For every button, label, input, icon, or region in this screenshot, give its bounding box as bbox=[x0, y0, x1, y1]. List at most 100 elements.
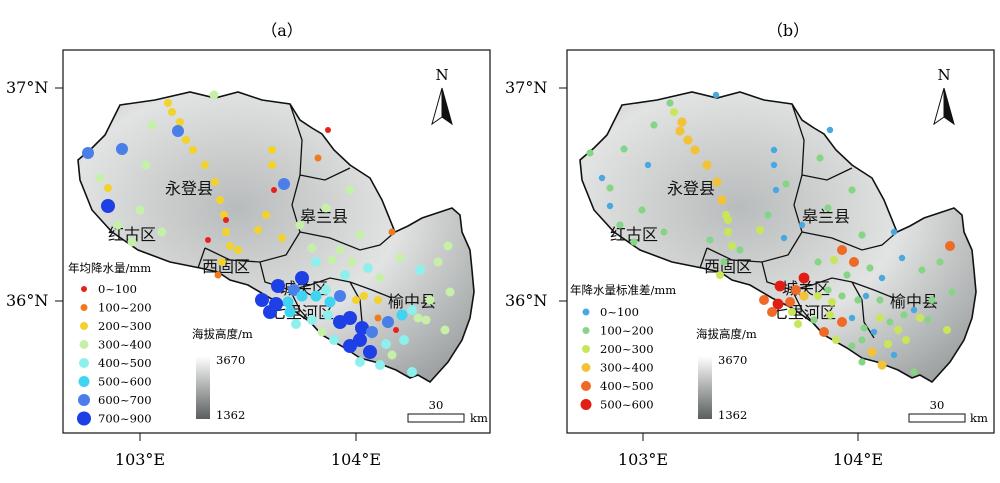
legend-label: 200~300 bbox=[600, 342, 654, 356]
station-point bbox=[798, 221, 806, 229]
station-point bbox=[375, 273, 385, 283]
station-point bbox=[764, 211, 772, 219]
station-point bbox=[772, 298, 784, 310]
station-point bbox=[890, 351, 898, 359]
station-point bbox=[95, 173, 105, 183]
legend-swatch bbox=[80, 304, 88, 311]
legend-label: 500~600 bbox=[98, 375, 152, 389]
station-point bbox=[164, 99, 172, 107]
station-point bbox=[712, 91, 720, 99]
station-point bbox=[791, 285, 801, 295]
station-point bbox=[116, 143, 128, 155]
station-point bbox=[788, 308, 796, 316]
station-point bbox=[860, 324, 868, 332]
lon-label-104: 104°E bbox=[331, 450, 381, 469]
station-point bbox=[677, 117, 687, 127]
legend-swatch bbox=[79, 340, 89, 349]
station-point bbox=[329, 335, 339, 345]
legend-title-a: 年均降水量/mm bbox=[68, 261, 151, 275]
station-point bbox=[798, 272, 810, 284]
station-point bbox=[366, 326, 378, 338]
legend-label: 300~400 bbox=[98, 338, 152, 352]
legend-swatch bbox=[582, 327, 590, 334]
legend-swatch bbox=[79, 358, 89, 368]
station-point bbox=[770, 146, 778, 154]
station-point bbox=[415, 265, 425, 275]
station-point bbox=[222, 228, 230, 236]
station-point bbox=[375, 360, 385, 370]
station-point bbox=[819, 327, 829, 337]
station-points-b bbox=[586, 91, 956, 376]
panel-b: （b） 37°N 36°N 103°E 104°E 永登县 皋兰县 红古区 西固… bbox=[505, 21, 995, 469]
panel-label-b: （b） bbox=[767, 21, 809, 40]
station-point bbox=[736, 246, 744, 254]
county-label-honggu: 红古区 bbox=[108, 225, 156, 244]
station-point bbox=[317, 327, 327, 337]
station-point bbox=[606, 184, 614, 192]
station-point bbox=[702, 160, 712, 170]
station-point bbox=[147, 120, 157, 130]
station-point bbox=[393, 327, 399, 333]
station-point bbox=[295, 271, 309, 285]
scale-bar-a: 30 km bbox=[407, 398, 488, 425]
station-point bbox=[172, 125, 184, 137]
station-point bbox=[216, 196, 224, 204]
station-point bbox=[333, 315, 347, 329]
station-point bbox=[296, 290, 308, 302]
station-point bbox=[101, 199, 115, 213]
station-point bbox=[445, 287, 455, 297]
station-point bbox=[374, 296, 382, 304]
station-point bbox=[770, 161, 778, 169]
station-point bbox=[799, 291, 809, 301]
station-point bbox=[910, 368, 918, 376]
station-point bbox=[620, 145, 628, 153]
station-point bbox=[870, 328, 878, 336]
station-point bbox=[638, 206, 646, 214]
legend-label: 400~500 bbox=[98, 356, 152, 370]
county-label-honggu-b: 红古区 bbox=[610, 225, 658, 244]
legend-label: 700~900 bbox=[98, 412, 152, 426]
station-point bbox=[848, 186, 856, 194]
elevation-title-a: 海拔高度/m bbox=[192, 327, 253, 341]
legend-label: 0~100 bbox=[600, 305, 639, 319]
station-point bbox=[824, 204, 832, 212]
county-label-yuzhong-b: 榆中县 bbox=[890, 292, 938, 311]
station-point bbox=[837, 317, 847, 327]
station-point bbox=[189, 146, 197, 154]
station-point bbox=[395, 253, 405, 263]
station-point bbox=[867, 347, 877, 357]
station-point bbox=[606, 202, 614, 210]
station-point bbox=[936, 258, 944, 266]
station-point bbox=[182, 136, 190, 144]
station-point bbox=[254, 226, 262, 234]
station-point bbox=[421, 315, 431, 325]
station-point bbox=[407, 367, 417, 377]
station-point bbox=[837, 245, 847, 255]
station-point bbox=[782, 180, 790, 188]
station-point bbox=[323, 310, 333, 320]
station-point bbox=[862, 292, 870, 300]
scale-bar-b: 30 km bbox=[908, 398, 988, 425]
station-point bbox=[321, 203, 331, 213]
station-point bbox=[866, 264, 874, 272]
elevation-max-a: 3670 bbox=[216, 353, 245, 367]
station-point bbox=[670, 108, 678, 116]
station-point bbox=[824, 286, 832, 294]
station-point bbox=[724, 228, 732, 236]
station-point bbox=[340, 270, 350, 280]
lat-label-37: 37°N bbox=[6, 78, 48, 97]
station-point bbox=[399, 335, 409, 345]
station-point bbox=[168, 108, 176, 116]
station-point bbox=[347, 257, 357, 267]
elevation-min-a: 1362 bbox=[216, 408, 245, 422]
legend-swatch bbox=[77, 411, 91, 426]
station-point bbox=[211, 178, 219, 186]
station-point bbox=[918, 266, 926, 274]
county-label-gaolan-b: 皋兰县 bbox=[802, 207, 850, 226]
station-points-a bbox=[82, 90, 455, 377]
station-point bbox=[113, 220, 123, 230]
station-point bbox=[826, 126, 834, 134]
station-point bbox=[683, 135, 693, 145]
station-point bbox=[104, 184, 112, 192]
